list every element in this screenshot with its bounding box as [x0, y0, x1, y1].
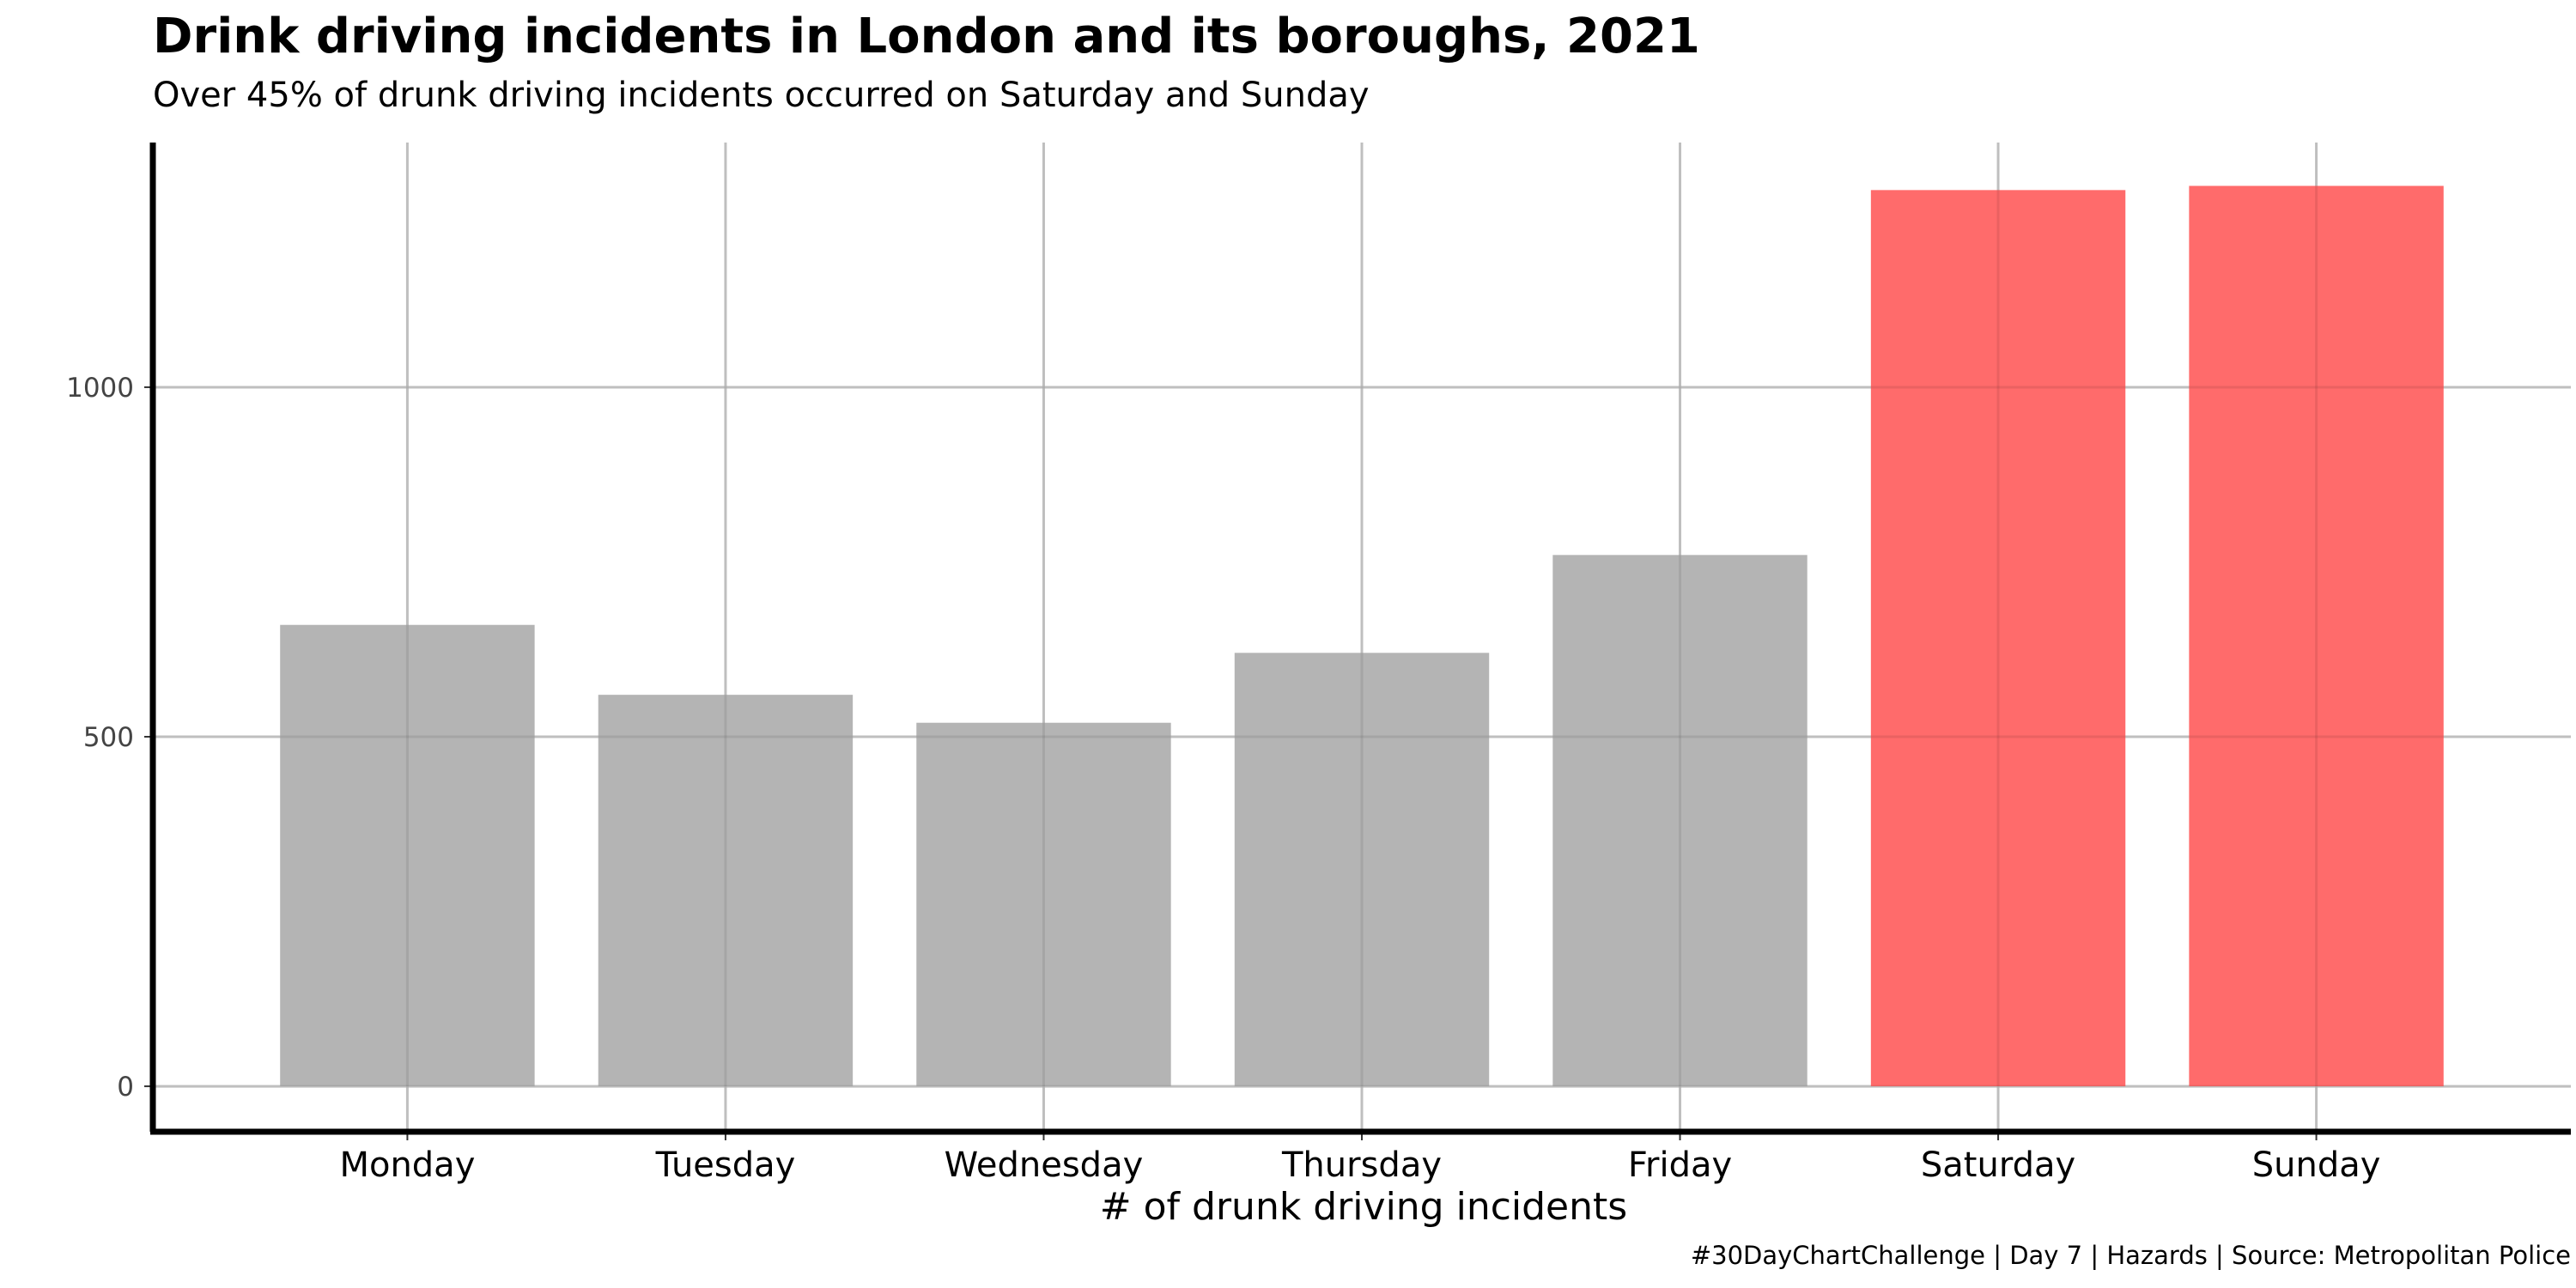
bar-saturday: [1870, 190, 2126, 1087]
x-tick-label-tuesday: Tuesday: [655, 1145, 796, 1185]
bars: [153, 143, 2571, 1132]
chart-title: Drink driving incidents in London and it…: [153, 9, 1700, 64]
y-tick-label-1000: 1000: [66, 373, 134, 404]
x-tick-label-sunday: Sunday: [2252, 1145, 2381, 1185]
y-tick-label-500: 500: [83, 722, 134, 753]
bar-thursday: [1234, 653, 1490, 1087]
bar-wednesday: [916, 722, 1171, 1087]
chart-caption: #30DayChartChallenge | Day 7 | Hazards |…: [1690, 1241, 2571, 1270]
bar-friday: [1552, 555, 1807, 1087]
x-tick-label-monday: Monday: [339, 1145, 475, 1185]
x-tick-label-thursday: Thursday: [1281, 1145, 1442, 1185]
tick-labels: 0 500 1000 Monday Tuesday Wednesday Thursday Fr…: [66, 373, 2380, 1185]
bar-monday: [280, 624, 535, 1087]
x-axis-title: # of drunk driving incidents: [1100, 1185, 1627, 1229]
x-tick-label-saturday: Saturday: [1921, 1145, 2075, 1185]
chart-subtitle: Over 45% of drunk driving incidents occu…: [153, 76, 1370, 115]
x-tick-label-wednesday: Wednesday: [945, 1145, 1144, 1185]
y-tick-label-0: 0: [117, 1072, 134, 1103]
bar-tuesday: [598, 695, 854, 1087]
bar-sunday: [2189, 185, 2444, 1087]
axes: [144, 143, 2571, 1140]
x-tick-label-friday: Friday: [1628, 1145, 1732, 1185]
